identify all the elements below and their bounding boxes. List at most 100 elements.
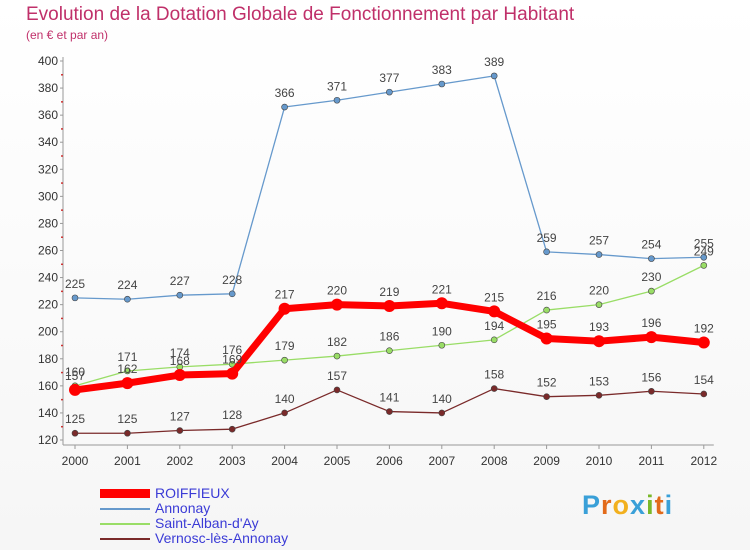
y-tick-label: 240 (38, 271, 58, 285)
data-label: 217 (275, 288, 295, 302)
data-label: 174 (170, 346, 190, 360)
data-point (383, 299, 396, 312)
data-label: 192 (694, 322, 714, 336)
y-minor-tick (61, 425, 63, 428)
data-point (281, 409, 288, 417)
data-label: 141 (379, 391, 399, 405)
data-point (281, 103, 288, 111)
x-tick-label: 2006 (376, 454, 403, 468)
data-label: 196 (641, 316, 661, 330)
data-label: 225 (65, 277, 85, 291)
data-point (333, 386, 341, 394)
y-minor-tick (61, 371, 63, 374)
data-point (386, 88, 393, 96)
x-tick-label: 2007 (428, 454, 455, 468)
data-point (648, 287, 655, 295)
data-label: 371 (327, 79, 347, 93)
data-label: 227 (170, 274, 190, 288)
data-point (700, 262, 708, 269)
y-minor-tick (61, 209, 63, 211)
data-point (124, 429, 131, 437)
data-point (595, 251, 603, 258)
chart-subtitle: (en € et par an) (26, 28, 109, 42)
legend-label: Saint-Alban-d'Ay (155, 515, 259, 531)
data-point (386, 347, 393, 354)
data-label: 154 (694, 373, 714, 387)
data-point (540, 332, 553, 345)
data-label: 259 (537, 231, 557, 245)
logo-letter: r (601, 490, 613, 520)
data-label: 169 (222, 353, 242, 367)
x-tick-label: 2000 (62, 454, 89, 468)
x-tick-label: 2002 (166, 454, 193, 468)
legend-label: Vernosc-lès-Annonay (155, 530, 289, 546)
data-label: 153 (589, 374, 609, 388)
series-annonay (71, 72, 708, 303)
data-point (645, 331, 658, 344)
data-point (543, 248, 550, 256)
data-point (333, 352, 341, 360)
data-label: 127 (170, 410, 190, 424)
data-label: 171 (117, 350, 137, 364)
data-label: 216 (537, 289, 557, 303)
data-point (228, 290, 236, 298)
data-point (595, 301, 603, 308)
data-label: 179 (275, 339, 295, 353)
data-label: 182 (327, 335, 347, 349)
y-minor-tick (61, 182, 63, 184)
x-tick-label: 2008 (481, 454, 508, 468)
data-label: 383 (432, 63, 452, 77)
y-minor-tick (61, 236, 63, 238)
data-label: 230 (641, 270, 661, 284)
data-label: 255 (694, 236, 714, 250)
y-tick-label: 140 (38, 406, 58, 420)
y-tick-label: 160 (38, 379, 58, 393)
y-tick-label: 400 (38, 54, 58, 68)
x-tick-label: 2004 (271, 454, 298, 468)
logo-letter: o (612, 490, 631, 520)
y-tick-label: 380 (38, 81, 58, 95)
legend-swatch (100, 489, 150, 498)
y-tick-label: 360 (38, 108, 58, 122)
data-point (124, 367, 131, 375)
data-label: 140 (432, 392, 452, 406)
data-point (488, 305, 501, 318)
data-point (648, 255, 655, 262)
series-roiffieux (69, 297, 710, 396)
y-minor-tick (61, 263, 63, 266)
data-label: 215 (484, 290, 504, 304)
data-point (543, 306, 550, 314)
data-point (331, 298, 343, 311)
x-tick-label: 2009 (533, 454, 560, 468)
data-point (71, 429, 79, 437)
data-point (700, 390, 708, 398)
data-point (543, 393, 550, 400)
y-minor-tick (61, 344, 63, 347)
data-point (438, 80, 446, 88)
data-label: 224 (117, 278, 137, 292)
data-label: 195 (537, 317, 557, 331)
data-label: 254 (641, 238, 661, 252)
y-minor-tick (61, 398, 63, 401)
data-point (173, 369, 186, 382)
data-point (438, 341, 446, 349)
y-minor-tick (61, 155, 63, 157)
data-point (228, 425, 236, 433)
y-tick-label: 120 (38, 433, 58, 447)
logo-letter: i (646, 490, 655, 520)
data-point (700, 253, 708, 261)
data-point (490, 385, 498, 392)
x-tick-label: 2001 (114, 454, 141, 468)
data-point (281, 356, 288, 364)
data-point (124, 295, 131, 303)
y-tick-label: 320 (38, 162, 58, 176)
y-tick-label: 340 (38, 135, 58, 149)
data-point (228, 360, 236, 368)
data-point (333, 96, 341, 104)
logo-letter: t (654, 490, 665, 520)
x-tick-label: 2010 (586, 454, 613, 468)
y-minor-tick (61, 74, 63, 76)
data-label: 194 (484, 319, 504, 333)
